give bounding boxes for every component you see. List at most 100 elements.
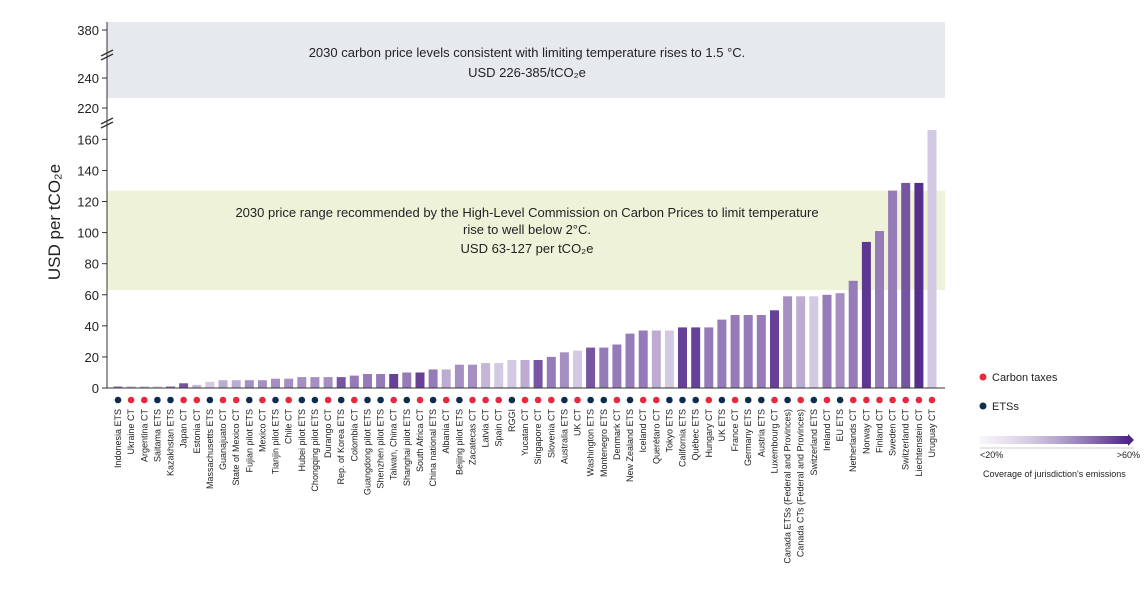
instrument-dot-1 (114, 396, 122, 404)
x-tick-label-5: Kazakhstan ETS (166, 409, 176, 476)
x-tick-label-2: Ukraine CT (126, 409, 136, 455)
bar-7 (192, 384, 202, 388)
x-tick-label-23: Shanghai pilot ETS (402, 409, 412, 486)
bar-55 (822, 294, 832, 388)
bar-61 (901, 182, 911, 388)
band-2-degree (107, 190, 945, 291)
x-tick-label-33: Singapore CT (533, 408, 543, 464)
y-tick-label-240: 240 (77, 71, 99, 86)
instrument-dot-38 (600, 396, 608, 404)
x-tick-label-50: Austria ETS (756, 409, 766, 457)
x-tick-label-32: Yucatan CT (520, 409, 530, 457)
x-tick-label-16: Chongqing pilot ETS (310, 409, 320, 492)
bar-34 (546, 356, 556, 388)
instrument-dot-56 (836, 396, 844, 404)
x-tick-label-41: Iceland CT (638, 409, 648, 453)
bar-20 (363, 374, 372, 388)
instrument-dot-4 (154, 396, 161, 404)
instrument-dot-61 (902, 396, 909, 404)
bar-22 (389, 374, 399, 388)
bar-52 (783, 296, 793, 388)
bar-59 (875, 231, 884, 388)
x-tick-label-1: Indonesia ETS (113, 409, 123, 468)
bar-62 (914, 182, 924, 388)
instrument-dot-40 (626, 396, 634, 404)
bar-13 (271, 378, 280, 388)
instrument-dot-47 (718, 396, 726, 404)
bar-2 (126, 386, 136, 388)
instrument-dot-41 (639, 396, 647, 404)
x-tick-label-24: South Africa CT (415, 409, 425, 473)
instrument-dot-44 (679, 396, 686, 404)
x-tick-label-37: Washington ETS (586, 409, 596, 476)
legend-coverage-gradient (980, 436, 1128, 444)
y-tick-label-60: 60 (85, 288, 99, 303)
bar-11 (244, 380, 254, 388)
instrument-dot-55 (823, 396, 831, 404)
instrument-dot-21 (377, 396, 384, 404)
y-tick-label-120: 120 (77, 195, 99, 210)
bar-50 (756, 315, 766, 388)
bar-8 (205, 381, 215, 388)
instrument-dot-17 (324, 396, 332, 404)
legend-gradient-arrow-icon (1128, 434, 1134, 446)
instrument-dot-48 (731, 396, 739, 404)
bar-43 (664, 330, 674, 388)
bar-46 (704, 327, 714, 388)
bar-29 (481, 363, 491, 388)
instrument-dot-53 (797, 396, 804, 404)
x-tick-label-20: Guangdong pilot ETS (363, 409, 373, 495)
x-tick-label-53: Canada CTs (Federal and Provinces) (796, 409, 806, 557)
instrument-dot-33 (534, 396, 542, 404)
x-tick-label-48: France CT (730, 409, 740, 452)
bar-12 (257, 380, 267, 388)
x-tick-label-10: State of Mexico CT (231, 409, 241, 486)
x-tick-label-4: Saitama ETS (152, 409, 162, 462)
bar-18 (336, 377, 346, 388)
band-1-text-line-2: USD 226-385/tCO₂e (468, 65, 586, 80)
x-tick-label-36: UK CT (573, 408, 583, 436)
bar-27 (454, 364, 464, 388)
bar-33 (533, 360, 543, 388)
legend-gradient-high-label: >60% (1117, 450, 1140, 460)
x-tick-label-52: Canada ETSs (Federal and Provinces) (783, 409, 793, 564)
band-1-text-line-1: 2030 carbon price levels consistent with… (309, 45, 746, 60)
x-tick-label-19: Colombia CT (349, 408, 359, 461)
x-tick-label-30: Spain CT (494, 409, 504, 447)
y-tick-label-80: 80 (85, 257, 99, 272)
bar-44 (678, 327, 687, 388)
instrument-dot-35 (561, 396, 568, 404)
x-tick-label-9: Guanajuato CT (218, 409, 228, 471)
x-tick-label-34: Slovenia CT (546, 409, 556, 459)
x-tick-label-12: Mexico CT (257, 409, 267, 453)
instrument-dot-10 (232, 396, 240, 404)
instrument-dot-11 (246, 396, 253, 404)
band-2-text-line-3: USD 63-127 per tCO₂e (461, 241, 594, 256)
instrument-dot-20 (364, 396, 371, 404)
bar-31 (507, 360, 517, 388)
instrument-dot-62 (915, 396, 923, 404)
x-tick-label-63: Uruguay CT (927, 408, 937, 457)
instrument-dot-54 (810, 396, 818, 404)
x-tick-label-26: Albania CT (441, 409, 451, 454)
bar-3 (139, 386, 149, 388)
x-tick-label-35: Australia ETS (559, 409, 569, 464)
legend-gradient-low-label: <20% (980, 450, 1003, 460)
x-tick-label-27: Beijing pilot ETS (454, 409, 464, 475)
bar-60 (888, 190, 898, 388)
y-tick-label-160: 160 (77, 132, 99, 147)
x-tick-label-57: Netherlands CT (848, 409, 858, 473)
x-tick-label-40: New Zealand ETS (625, 409, 635, 482)
band-1-5-degree (107, 22, 945, 98)
bar-16 (310, 377, 320, 388)
instrument-dot-15 (298, 396, 306, 404)
bar-41 (638, 330, 648, 388)
instrument-dot-13 (272, 396, 279, 404)
instrument-dot-31 (508, 396, 516, 404)
x-tick-label-55: Ireland CT (822, 409, 832, 452)
bar-37 (586, 347, 596, 388)
x-tick-label-25: China national ETS (428, 409, 438, 487)
bar-21 (376, 374, 386, 388)
